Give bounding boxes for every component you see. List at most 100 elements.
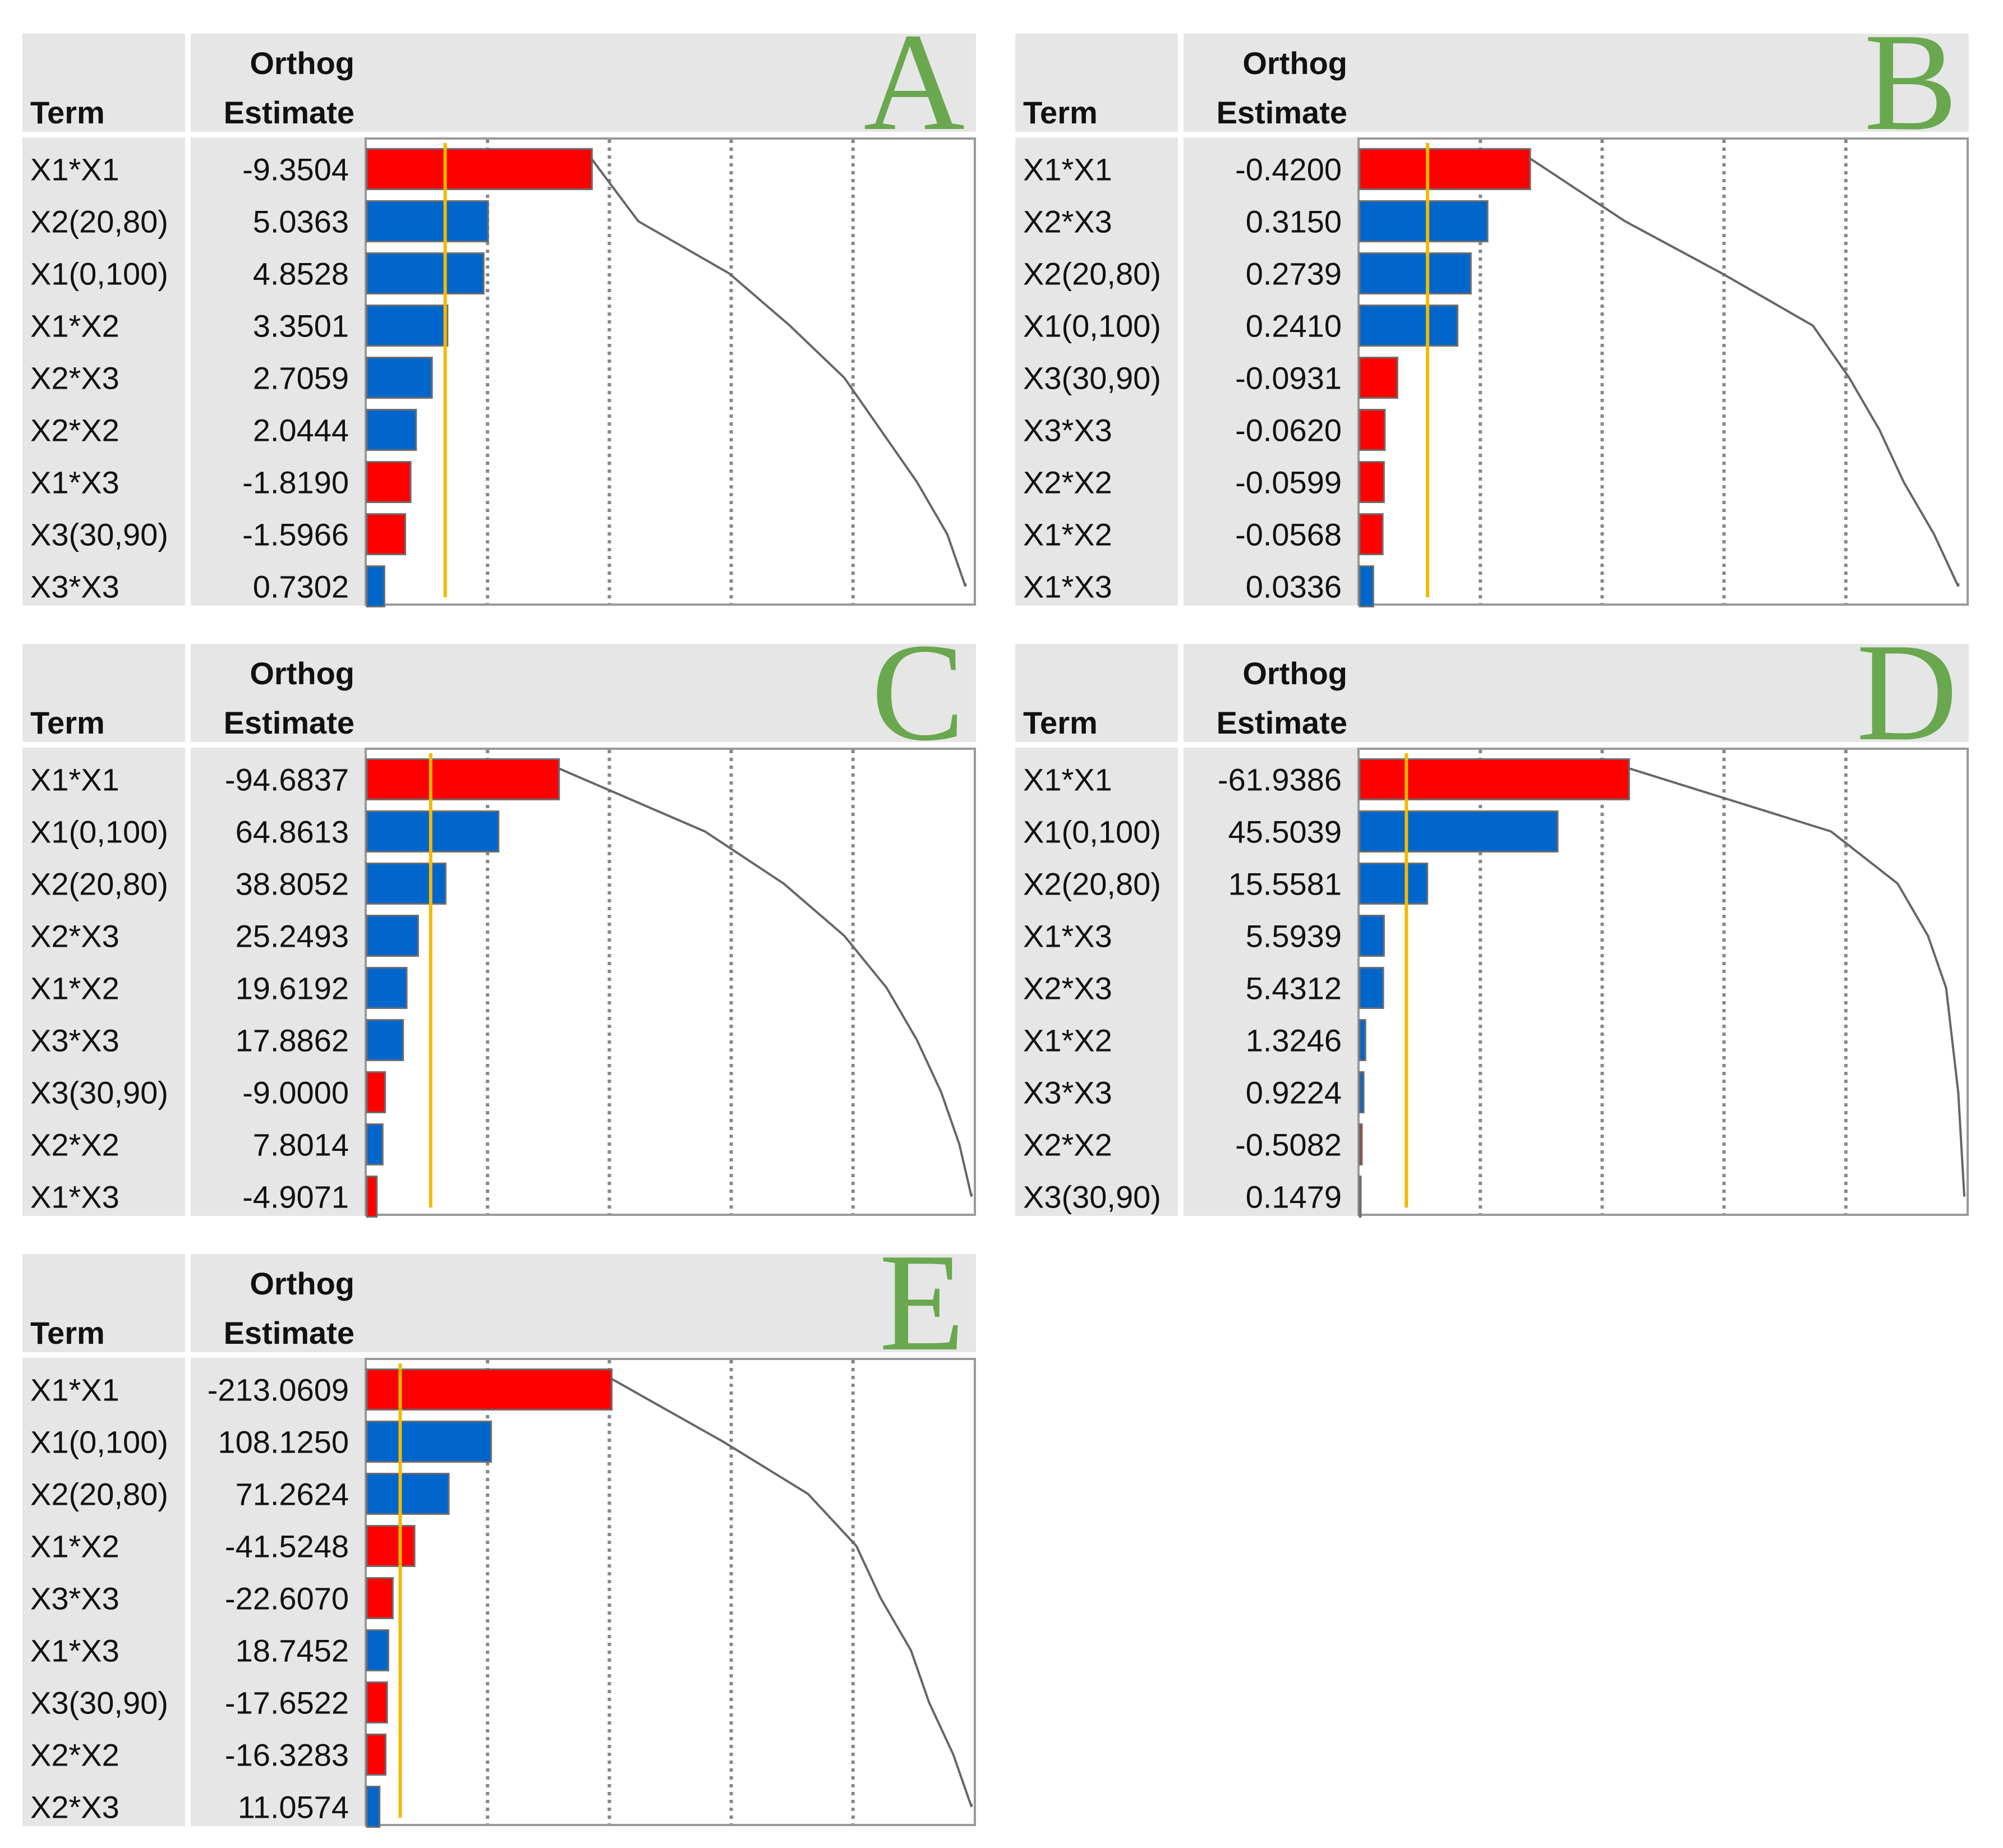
estimate-header-line1: Orthog [1242, 656, 1347, 691]
effect-bar [1359, 1123, 1363, 1165]
term-column-header: Term [30, 1315, 105, 1351]
effect-bar [366, 513, 407, 555]
estimate-value: 2.0444 [253, 413, 349, 448]
effect-bar [366, 1123, 384, 1165]
effect-bar [366, 1176, 378, 1218]
estimate-value: 71.2624 [236, 1477, 349, 1512]
effect-bar [366, 200, 489, 242]
effect-bar [1359, 915, 1385, 957]
effect-bar [366, 461, 412, 503]
estimate-header-line2: Estimate [224, 1315, 354, 1351]
pareto-panel-d: Term Orthog Estimate D X1*X1 -61.9386 X1(0,100… [1015, 615, 1969, 1218]
estimate-header-bg [191, 1254, 365, 1352]
pareto-panel-a: Term Orthog Estimate A X1*X1 -9.3504 X2(20,80)… [22, 4, 976, 607]
effect-bar [1359, 305, 1458, 347]
term-label: X3*X3 [1023, 413, 1112, 448]
effect-bar [366, 1525, 416, 1567]
estimate-value: -0.0931 [1235, 361, 1342, 396]
term-label: X1(0,100) [30, 256, 168, 292]
cumulative-curve [590, 157, 967, 587]
estimate-value: 0.2739 [1246, 256, 1342, 292]
effect-bar [366, 565, 385, 607]
term-label: X2*X2 [30, 1127, 119, 1163]
panel-letter: B [1864, 4, 1958, 160]
term-label: X1*X3 [30, 1179, 119, 1215]
estimate-value: -61.9386 [1218, 762, 1342, 798]
term-label: X3*X3 [1023, 1075, 1112, 1110]
cumulative-curve [1528, 156, 1960, 587]
estimate-value: -94.6837 [225, 762, 349, 798]
effect-bar [366, 915, 419, 957]
pareto-chart-a: Term Orthog Estimate A X1*X1 -9.3504 X2(20,80)… [22, 4, 976, 607]
term-column-header: Term [1023, 705, 1098, 740]
term-column-header: Term [1023, 95, 1098, 130]
effect-bar [366, 1071, 386, 1113]
pareto-panel-c: Term Orthog Estimate C X1*X1 -94.6837 X1(0,100… [22, 615, 976, 1218]
estimate-value: -0.0599 [1235, 465, 1342, 500]
term-label: X1*X2 [1023, 517, 1112, 552]
estimate-header-bg [191, 34, 365, 132]
term-label: X1*X1 [30, 1372, 119, 1408]
term-label: X1(0,100) [30, 814, 168, 850]
estimate-value: 5.5939 [1246, 919, 1342, 954]
term-header-bg [1015, 644, 1178, 742]
term-label: X3(30,90) [30, 517, 168, 552]
term-label: X1(0,100) [1023, 308, 1161, 344]
term-label: X1*X1 [30, 762, 119, 798]
effect-bar [366, 357, 433, 399]
estimate-value: -1.8190 [242, 465, 349, 500]
term-label: X3*X3 [30, 1023, 119, 1058]
effect-bar [366, 1577, 394, 1619]
term-label: X1*X1 [30, 152, 119, 187]
effect-bar [366, 758, 560, 800]
estimate-value: 5.0363 [253, 204, 349, 239]
effect-bar [366, 1473, 450, 1515]
effect-bar [1359, 1071, 1365, 1113]
term-label: X2(20,80) [1023, 867, 1161, 902]
estimate-header-line2: Estimate [224, 705, 354, 740]
term-label: X3(30,90) [1023, 361, 1161, 396]
plot-header-bg [1357, 644, 1969, 742]
estimate-value: 0.2410 [1246, 308, 1342, 344]
pareto-chart-c: Term Orthog Estimate C X1*X1 -94.6837 X1(0,100… [22, 615, 976, 1218]
estimate-header-line2: Estimate [1217, 705, 1347, 740]
effect-bar [366, 1786, 381, 1828]
term-label: X2*X2 [30, 413, 119, 448]
effect-bar [366, 1681, 388, 1723]
estimate-value: -9.0000 [242, 1075, 349, 1110]
estimate-header-line2: Estimate [224, 95, 354, 130]
estimate-value: -9.3504 [242, 152, 349, 187]
term-header-bg [22, 644, 185, 742]
estimate-value: 0.3150 [1246, 204, 1342, 239]
estimate-value: 17.8862 [236, 1023, 349, 1058]
term-column-bg [22, 748, 185, 1216]
estimate-value: 0.1479 [1246, 1179, 1342, 1215]
effect-bar [1359, 863, 1429, 905]
plot-header-bg [365, 644, 976, 742]
estimate-value: 3.3501 [253, 308, 349, 344]
estimate-value: 18.7452 [236, 1633, 349, 1669]
estimate-value: -0.0568 [1235, 517, 1342, 552]
estimate-header-line1: Orthog [250, 45, 354, 81]
pareto-chart-d: Term Orthog Estimate D X1*X1 -61.9386 X1(0,100… [1015, 615, 1969, 1218]
estimate-value: 0.0336 [1246, 569, 1342, 605]
effect-bar [366, 1368, 613, 1411]
term-label: X1*X3 [30, 465, 119, 500]
effect-bar [1359, 513, 1384, 555]
term-label: X3(30,90) [30, 1075, 168, 1110]
panel-letter: A [863, 4, 965, 160]
term-label: X2(20,80) [1023, 256, 1161, 292]
effect-bar [366, 148, 593, 190]
panel-letter: C [871, 615, 965, 770]
estimate-value: 0.9224 [1246, 1075, 1342, 1110]
term-label: X1(0,100) [30, 1425, 168, 1460]
pareto-chart-b: Term Orthog Estimate B X1*X1 -0.4200 X2*X3 0.31… [1015, 4, 1969, 607]
effect-bar [366, 810, 500, 852]
estimate-column-bg [1184, 748, 1357, 1216]
estimate-column-bg [1184, 137, 1357, 606]
term-label: X2*X3 [1023, 971, 1112, 1006]
estimate-value: 45.5039 [1228, 814, 1342, 850]
estimate-header-bg [1184, 644, 1357, 742]
estimate-value: -0.0620 [1235, 413, 1342, 448]
cumulative-curve [610, 1377, 973, 1808]
